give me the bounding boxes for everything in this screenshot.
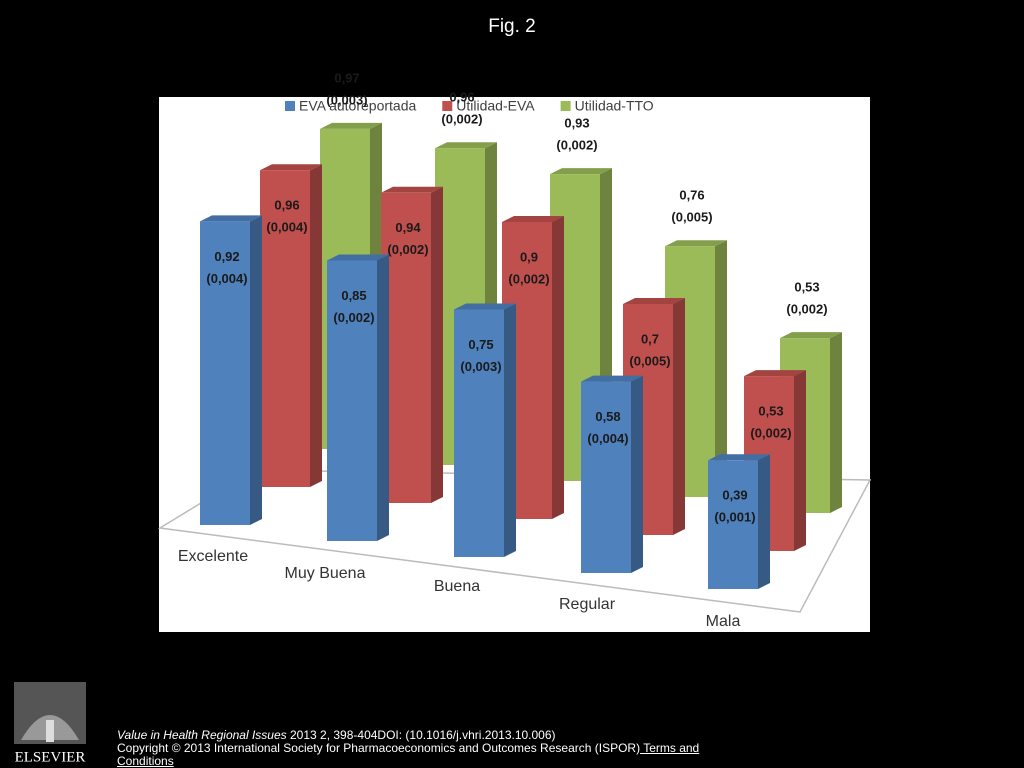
bar-top xyxy=(327,254,389,261)
value-label: 0,58 xyxy=(595,409,620,424)
copyright: Copyright © 2013 International Society f… xyxy=(117,742,727,768)
slide-title: Fig. 2 xyxy=(488,16,536,37)
bar-side xyxy=(504,303,516,557)
error-label: (0,002) xyxy=(441,112,482,127)
bar-front xyxy=(381,192,431,504)
value-label: 0,94 xyxy=(395,220,421,235)
value-label: 0,7 xyxy=(641,331,659,346)
legend-label: Utilidad-TTO xyxy=(575,98,654,114)
bar-side xyxy=(552,216,564,519)
logo: ELSEVIER xyxy=(14,682,86,765)
value-label: 0,53 xyxy=(794,280,819,295)
legend-label: EVA autoreportada xyxy=(299,98,416,114)
value-label: 0,85 xyxy=(341,288,366,303)
bar-front xyxy=(581,381,631,573)
bar-top xyxy=(550,168,612,175)
bar xyxy=(581,375,643,573)
bar-top xyxy=(260,164,322,171)
bar-side xyxy=(631,375,643,573)
value-label: 0,53 xyxy=(758,404,783,419)
bar-side xyxy=(673,298,685,535)
bar-side xyxy=(377,254,389,541)
legend-swatch xyxy=(442,101,453,111)
x-tick-label: Regular xyxy=(559,596,616,613)
citation-text: 2013 2, 398-404DOI: (10.1016/j.vhri.2013… xyxy=(286,728,556,742)
legend-swatch xyxy=(285,101,295,111)
legend-label: Utilidad-EVA xyxy=(456,98,535,114)
bar-top xyxy=(435,142,497,149)
x-tick-label: Mala xyxy=(706,613,741,630)
bar xyxy=(454,303,516,557)
bar-side xyxy=(310,164,322,487)
chart: EVA autoreportada Utilidad-EVA Utilidad-TT… xyxy=(157,70,872,632)
bar-side xyxy=(431,186,443,504)
bar-side xyxy=(715,240,727,497)
error-label: (0,004) xyxy=(266,220,307,235)
terms-link[interactable]: Terms and Conditions xyxy=(117,741,700,768)
bar xyxy=(381,186,443,504)
bar-side xyxy=(794,370,806,551)
bar-front xyxy=(708,460,758,589)
error-label: (0,002) xyxy=(333,310,374,325)
error-label: (0,002) xyxy=(750,426,791,441)
bar-front xyxy=(200,221,250,525)
error-label: (0,002) xyxy=(556,138,597,153)
bar xyxy=(327,254,389,541)
logo-trunk xyxy=(46,720,54,742)
value-label: 0,76 xyxy=(679,188,704,203)
bar-top xyxy=(708,454,770,461)
x-tick-label: Muy Buena xyxy=(285,565,366,582)
bar-front xyxy=(260,170,310,487)
bar-front xyxy=(454,309,504,557)
error-label: (0,005) xyxy=(629,353,670,368)
value-label: 0,39 xyxy=(722,488,747,503)
bar-front xyxy=(327,260,377,541)
bar xyxy=(708,454,770,589)
journal: Value in Health Regional Issues xyxy=(117,728,287,742)
bar-top xyxy=(581,375,643,382)
value-label: 0,92 xyxy=(214,249,239,264)
bar-top xyxy=(665,240,727,247)
bar-side xyxy=(250,215,262,525)
bar xyxy=(200,215,262,525)
bar-top xyxy=(780,332,842,339)
x-tick-label: Buena xyxy=(434,578,480,595)
legend-swatch xyxy=(560,101,571,111)
error-label: (0,005) xyxy=(671,210,712,225)
bar-top xyxy=(320,122,382,129)
error-label: (0,001) xyxy=(714,510,755,525)
bar-side xyxy=(830,332,842,513)
bar-top xyxy=(200,215,262,222)
error-label: (0,004) xyxy=(206,271,247,286)
logo-text: ELSEVIER xyxy=(15,749,86,765)
value-label: 0,97 xyxy=(334,70,359,85)
value-label: 0,96 xyxy=(449,90,474,105)
bar-top xyxy=(744,370,806,377)
bar-top xyxy=(454,303,516,310)
error-label: (0,002) xyxy=(786,302,827,317)
value-label: 0,93 xyxy=(564,116,589,131)
error-label: (0,002) xyxy=(387,242,428,257)
citation: Value in Health Regional Issues 2013 2, … xyxy=(117,729,556,742)
bar-side xyxy=(758,454,770,589)
error-label: (0,003) xyxy=(460,359,501,374)
error-label: (0,004) xyxy=(587,431,628,446)
value-label: 0,9 xyxy=(520,249,538,264)
bar-top xyxy=(381,186,443,193)
bar-top xyxy=(502,216,564,222)
value-label: 0,75 xyxy=(468,337,493,352)
bar-top xyxy=(623,298,685,304)
error-label: (0,002) xyxy=(508,271,549,286)
bar xyxy=(260,164,322,487)
error-label: (0,003) xyxy=(326,92,367,107)
value-label: 0,96 xyxy=(274,198,299,213)
x-tick-label: Excelente xyxy=(178,548,248,565)
copyright-text: Copyright © 2013 International Society f… xyxy=(117,741,641,755)
